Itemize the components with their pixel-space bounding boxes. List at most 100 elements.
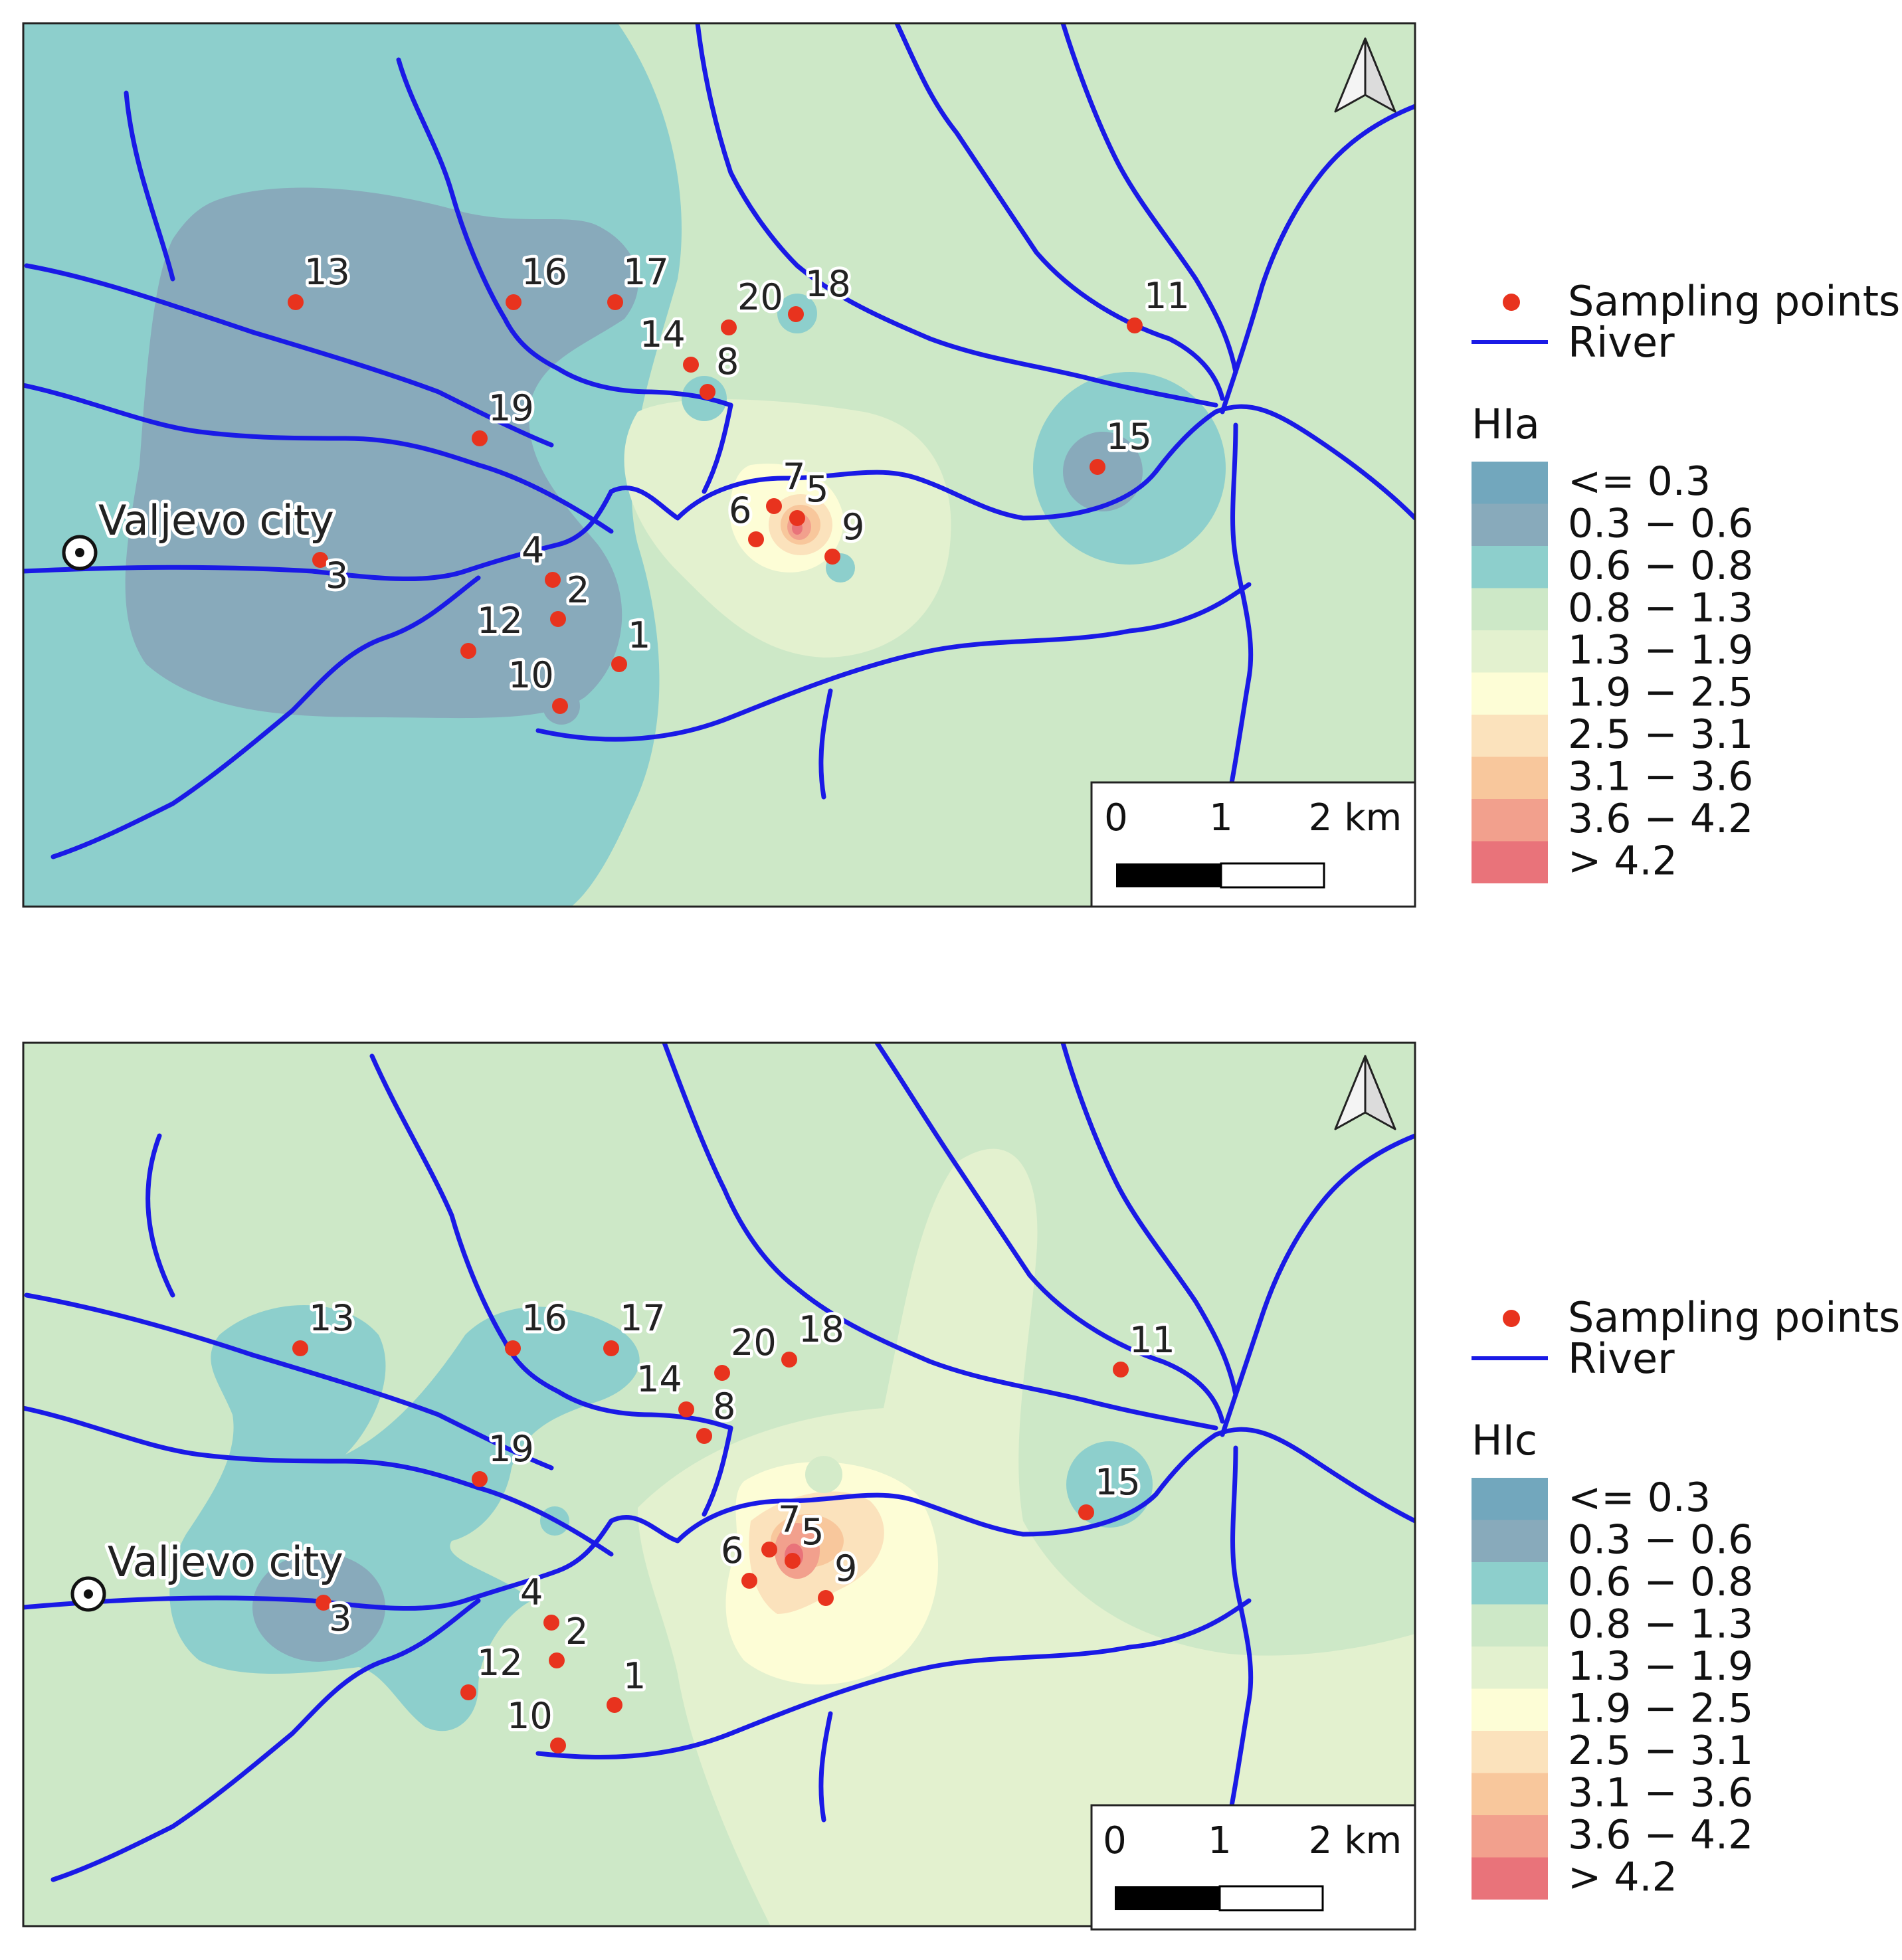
sampling-point (1127, 317, 1143, 333)
sampling-point-label: 9 (834, 1548, 857, 1589)
legend-class-label: 3.6 − 4.2 (1568, 796, 1753, 842)
legend-index-title: HIa (1472, 400, 1540, 448)
sampling-point-label: 2 (565, 1611, 588, 1652)
sampling-point-label: 8 (716, 341, 739, 383)
hic-legend-classes: <= 0.30.3 − 0.60.6 − 0.80.8 − 1.31.3 − 1… (1472, 1474, 1753, 1901)
map-panel-hic: Valjevo city 0 1 2 km 13 16 17 20 18 11 14 8 19 1… (0, 1016, 1902, 1960)
sampling-point-label: 4 (520, 1571, 543, 1613)
sampling-point-legend-icon (1503, 1310, 1520, 1327)
legend-class-label: 1.9 − 2.5 (1568, 669, 1753, 716)
legend-swatch (1472, 588, 1548, 630)
hia-rivers (23, 23, 1415, 859)
legend-class-label: 3.1 − 3.6 (1568, 754, 1753, 800)
sampling-point (506, 294, 522, 310)
sampling-point (766, 498, 782, 514)
north-arrow-icon (1334, 1055, 1396, 1130)
sampling-point-label: 18 (805, 263, 851, 305)
sampling-point-label: 19 (488, 387, 534, 429)
legend-swatch (1472, 1647, 1548, 1689)
legend-river: River (1568, 318, 1675, 367)
sampling-point (785, 1553, 801, 1569)
sampling-point (549, 1652, 565, 1668)
sampling-point-label: 18 (799, 1308, 844, 1350)
legend-swatch (1472, 1731, 1548, 1773)
legend-class-label: 0.8 − 1.3 (1568, 1601, 1753, 1648)
sampling-point-legend-icon (1503, 294, 1520, 311)
sampling-point (1113, 1362, 1129, 1378)
sampling-point (611, 656, 627, 672)
sampling-point-label: 10 (508, 654, 554, 696)
sampling-point (700, 384, 715, 400)
scale-tick-1: 1 (1208, 1819, 1232, 1862)
legend-class-label: 1.9 − 2.5 (1568, 1686, 1753, 1732)
sampling-point-label: 14 (640, 313, 686, 355)
sampling-point (824, 549, 840, 565)
sampling-point (781, 1352, 797, 1368)
city-label: Valjevo city (98, 496, 334, 545)
sampling-point (818, 1590, 834, 1606)
sampling-point (552, 698, 568, 714)
legend-class-label: 2.5 − 3.1 (1568, 711, 1753, 758)
legend-swatch (1472, 715, 1548, 757)
legend-class-label: 0.6 − 0.8 (1568, 1559, 1753, 1605)
sampling-point-label: 20 (737, 276, 783, 318)
legend-class-label: 2.5 − 3.1 (1568, 1728, 1753, 1774)
scale-tick-0: 0 (1103, 1819, 1127, 1862)
sampling-point-label: 19 (488, 1428, 534, 1470)
sampling-point-label: 13 (309, 1297, 355, 1339)
sampling-point-label: 11 (1129, 1319, 1175, 1361)
legend-sampling-points: Sampling points (1568, 277, 1900, 325)
north-arrow-icon (1334, 37, 1396, 113)
legend-swatch (1472, 630, 1548, 673)
city-point-icon (62, 535, 98, 571)
sampling-point-label: 12 (477, 600, 523, 642)
sampling-point (288, 294, 304, 310)
legend-swatch (1472, 1562, 1548, 1605)
hia-scalebar: 0 1 2 km (1090, 781, 1416, 908)
legend-class-label: 3.6 − 4.2 (1568, 1812, 1753, 1858)
sampling-point-label: 8 (713, 1385, 735, 1427)
sampling-point (748, 531, 764, 547)
sampling-point-label: 1 (628, 614, 650, 656)
sampling-point-label: 12 (477, 1642, 523, 1684)
sampling-point-label: 16 (522, 1297, 567, 1339)
sampling-point (607, 294, 623, 310)
sampling-point (472, 1471, 488, 1487)
legend-class-label: 3.1 − 3.6 (1568, 1770, 1753, 1817)
sampling-point-label: 7 (778, 1498, 801, 1540)
legend-swatch (1472, 757, 1548, 799)
sampling-point-label: 3 (326, 555, 348, 596)
sampling-point (741, 1573, 757, 1589)
legend-swatch (1472, 546, 1548, 588)
sampling-point (316, 1595, 332, 1611)
map-panel-hia: Valjevo city 0 1 2 km 13 16 17 20 18 11 14 8 19 1… (0, 0, 1902, 930)
legend-river: River (1568, 1334, 1675, 1383)
hia-legend: Sampling points River HIa <= 0.30.3 − 0.… (1472, 277, 1900, 885)
sampling-point (543, 1615, 559, 1631)
sampling-point (545, 572, 561, 588)
sampling-point-label: 17 (623, 251, 669, 293)
legend-swatch (1472, 1857, 1548, 1900)
sampling-point-label: 16 (522, 251, 567, 293)
sampling-point-label: 9 (842, 506, 864, 548)
hic-sampling-points: 13 16 17 20 18 11 14 8 19 15 7 5 6 9 3 42 12 1 10 (292, 1294, 1178, 1753)
scale-tick-1: 1 (1209, 796, 1233, 840)
sampling-point-label: 6 (721, 1530, 743, 1571)
sampling-point (312, 552, 328, 568)
legend-swatch (1472, 1815, 1548, 1858)
sampling-point (761, 1542, 777, 1558)
sampling-point (1078, 1504, 1094, 1520)
scale-tick-0: 0 (1104, 796, 1128, 840)
legend-class-label: 1.3 − 1.9 (1568, 1643, 1753, 1690)
legend-swatch (1472, 1773, 1548, 1815)
sampling-point (714, 1365, 730, 1381)
sampling-point-label: 11 (1144, 275, 1190, 317)
sampling-point-label: 7 (783, 456, 805, 497)
legend-swatch (1472, 1478, 1548, 1520)
legend-index-title: HIc (1472, 1416, 1537, 1465)
hia-raster (23, 23, 1415, 907)
legend-class-label: 1.3 − 1.9 (1568, 627, 1753, 673)
hia-map-frame (22, 22, 1416, 908)
